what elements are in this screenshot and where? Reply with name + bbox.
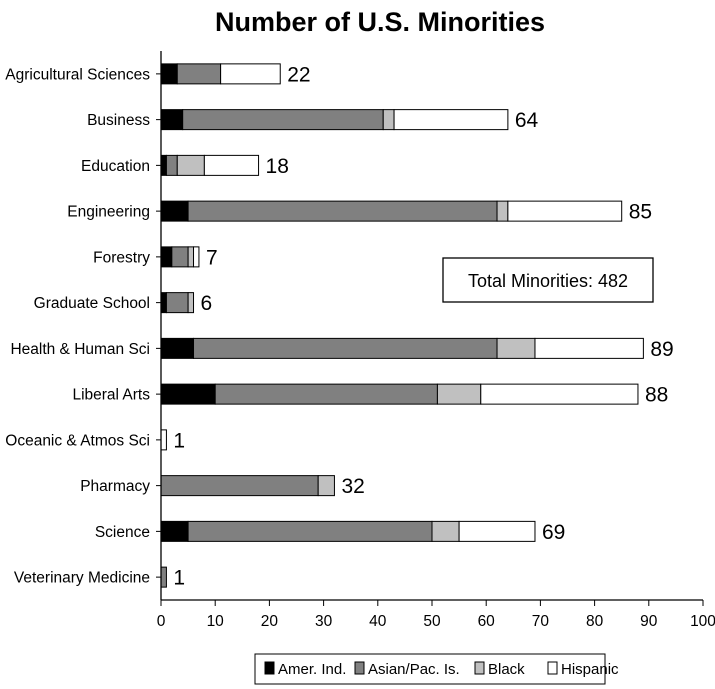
bar-total-label-graduate-school: 6	[201, 292, 213, 315]
legend-label-asian-pac-is: Asian/Pac. Is.	[368, 661, 460, 678]
x-tick-label-20: 20	[261, 613, 279, 630]
bar-health-human-sci-hispanic	[534, 337, 644, 359]
total-minorities-box-frame	[442, 257, 654, 303]
bar-health-human-sci-amer-ind	[160, 337, 195, 359]
category-label-business: Business	[87, 112, 150, 129]
x-tick-label-60: 60	[478, 613, 496, 630]
bar-veterinary-medicine-asian-pac-is	[160, 566, 167, 588]
legend-frame	[254, 653, 606, 685]
bar-engineering-asian-pac-is	[187, 200, 498, 222]
x-tick-label-30: 30	[315, 613, 333, 630]
bar-education-black	[176, 154, 205, 176]
category-label-agricultural-sciences: Agricultural Sciences	[5, 66, 150, 83]
x-tick-label-0: 0	[157, 613, 166, 630]
legend-label-hispanic: Hispanic	[561, 661, 619, 678]
x-tick-label-40: 40	[369, 613, 387, 630]
bar-agricultural-sciences-amer-ind	[160, 63, 178, 85]
bar-education-hispanic	[203, 154, 260, 176]
legend-swatch-hispanic	[547, 661, 558, 675]
bar-health-human-sci-asian-pac-is	[193, 337, 498, 359]
bar-liberal-arts-hispanic	[480, 383, 639, 405]
total-minorities-label: Total Minorities: 482	[468, 271, 628, 291]
bar-forestry-asian-pac-is	[171, 246, 189, 268]
category-label-education: Education	[81, 158, 150, 175]
bar-forestry-black	[187, 246, 195, 268]
bar-forestry-hispanic	[193, 246, 200, 268]
legend-swatch-amer-ind	[264, 661, 275, 675]
x-tick-label-90: 90	[640, 613, 658, 630]
bar-engineering-hispanic	[507, 200, 623, 222]
bar-engineering-black	[496, 200, 509, 222]
bar-health-human-sci-black	[496, 337, 536, 359]
bar-total-label-education: 18	[266, 155, 289, 178]
category-label-health-human-sci: Health & Human Sci	[10, 341, 150, 358]
legend-swatch-asian-pac-is	[354, 661, 365, 675]
category-label-pharmacy: Pharmacy	[80, 478, 150, 495]
bar-liberal-arts-amer-ind	[160, 383, 216, 405]
legend-label-amer-ind: Amer. Ind.	[278, 661, 346, 678]
bar-graduate-school-asian-pac-is	[165, 292, 189, 314]
chart-title: Number of U.S. Minorities	[215, 7, 545, 37]
category-label-engineering: Engineering	[67, 204, 150, 221]
category-label-oceanic-atmos-sci: Oceanic & Atmos Sci	[5, 432, 150, 449]
category-label-forestry: Forestry	[93, 249, 150, 266]
bar-business-amer-ind	[160, 109, 184, 131]
bar-business-hispanic	[393, 109, 509, 131]
bar-total-label-liberal-arts: 88	[645, 384, 668, 407]
bar-education-asian-pac-is	[165, 154, 178, 176]
plot-area: 22 Agricultural Sciences 64 Business 18 Educa…	[5, 51, 715, 630]
bar-total-label-pharmacy: 32	[341, 475, 364, 498]
bar-forestry-amer-ind	[160, 246, 173, 268]
bar-total-label-health-human-sci: 89	[650, 338, 673, 361]
bar-graduate-school-amer-ind	[160, 292, 167, 314]
legend: Amer. Ind. Asian/Pac. Is. Black Hispanic	[254, 653, 619, 685]
bar-total-label-engineering: 85	[629, 201, 652, 224]
category-label-veterinary-medicine: Veterinary Medicine	[14, 570, 150, 587]
category-label-graduate-school: Graduate School	[34, 295, 150, 312]
legend-label-black: Black	[488, 661, 525, 678]
bar-engineering-amer-ind	[160, 200, 189, 222]
category-label-liberal-arts: Liberal Arts	[72, 387, 150, 404]
bar-business-asian-pac-is	[182, 109, 384, 131]
bar-education-amer-ind	[160, 154, 167, 176]
bar-total-label-veterinary-medicine: 1	[173, 567, 185, 590]
bar-science-amer-ind	[160, 520, 189, 542]
bar-total-label-forestry: 7	[206, 246, 218, 269]
x-tick-label-100: 100	[690, 613, 715, 630]
bar-total-label-oceanic-atmos-sci: 1	[173, 429, 185, 452]
bar-business-black	[382, 109, 395, 131]
bar-liberal-arts-asian-pac-is	[214, 383, 438, 405]
bar-science-black	[431, 520, 460, 542]
category-label-science: Science	[95, 524, 150, 541]
bar-science-hispanic	[458, 520, 536, 542]
bar-science-asian-pac-is	[187, 520, 433, 542]
bar-pharmacy-black	[317, 475, 335, 497]
x-tick-label-70: 70	[532, 613, 550, 630]
bar-agricultural-sciences-asian-pac-is	[176, 63, 222, 85]
bar-graduate-school-black	[187, 292, 195, 314]
bar-total-label-science: 69	[542, 521, 565, 544]
legend-swatch-black	[474, 661, 485, 675]
bar-total-label-business: 64	[515, 109, 539, 132]
x-tick-label-10: 10	[207, 613, 225, 630]
bar-oceanic-atmos-sci-hispanic	[160, 429, 167, 451]
x-tick-label-80: 80	[586, 613, 604, 630]
bar-agricultural-sciences-hispanic	[220, 63, 281, 85]
bar-pharmacy-asian-pac-is	[160, 475, 319, 497]
bar-liberal-arts-black	[436, 383, 482, 405]
bar-total-label-agricultural-sciences: 22	[287, 63, 310, 86]
total-minorities-box: Total Minorities: 482	[442, 257, 654, 303]
x-tick-label-50: 50	[423, 613, 441, 630]
